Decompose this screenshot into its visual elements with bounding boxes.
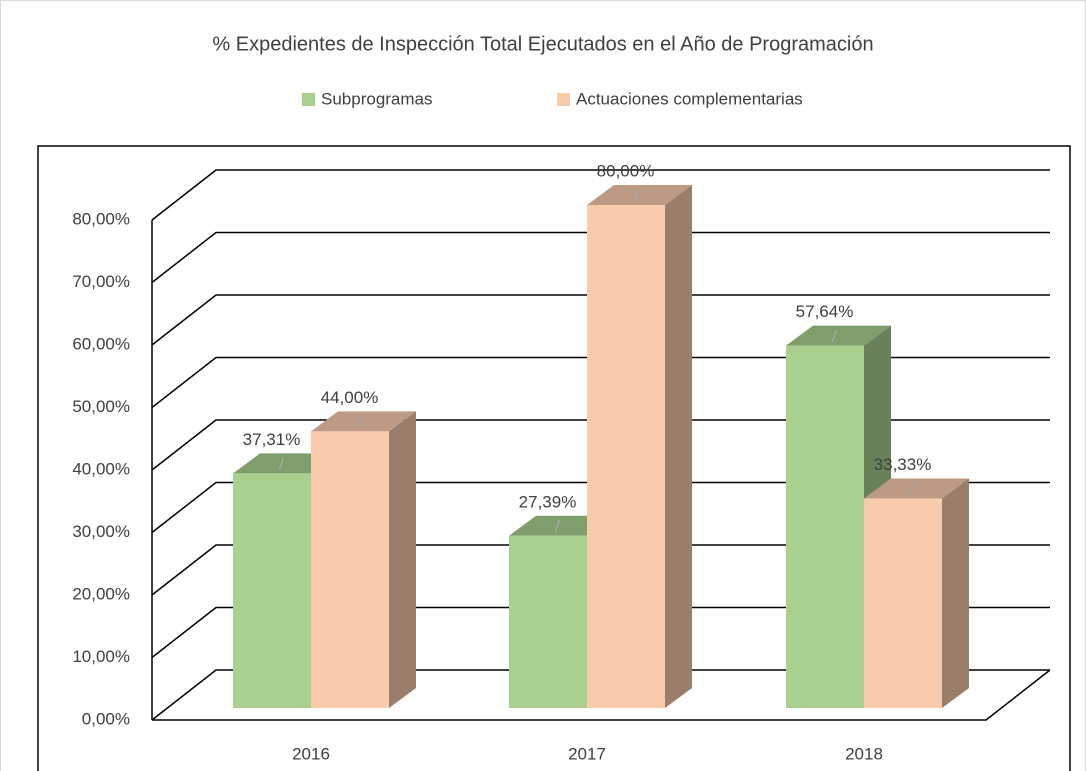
chart-title: % Expedientes de Inspección Total Ejecut… xyxy=(212,33,873,55)
grid-line xyxy=(151,481,1050,534)
label-leader xyxy=(909,482,916,495)
x-tick-label: 2016 xyxy=(292,744,330,763)
bar xyxy=(233,473,311,708)
bar-side xyxy=(942,478,969,708)
bar xyxy=(509,535,587,708)
x-tick-label: 2017 xyxy=(568,744,606,763)
data-label: 80,00% xyxy=(597,161,655,180)
y-tick-label: 20,00% xyxy=(72,584,130,603)
label-leader xyxy=(554,519,561,533)
label-leader xyxy=(278,457,285,470)
plot-frame xyxy=(37,145,1071,771)
floor xyxy=(152,669,1051,721)
grid-line xyxy=(151,606,1050,659)
label-leader xyxy=(356,415,363,428)
y-tick-label: 30,00% xyxy=(72,522,130,541)
legend-label: Subprogramas xyxy=(321,89,433,108)
x-tick-label: 2018 xyxy=(845,744,883,763)
bar-top xyxy=(864,478,969,499)
data-label: 33,33% xyxy=(874,455,932,474)
bar xyxy=(786,345,864,708)
data-label: 27,39% xyxy=(519,492,577,511)
data-label: 57,64% xyxy=(796,302,854,321)
bar xyxy=(587,205,665,708)
bar xyxy=(311,431,389,708)
grid-line xyxy=(151,169,1050,221)
data-label: 37,31% xyxy=(243,430,301,449)
grid-line xyxy=(151,669,1050,721)
legend-swatch xyxy=(557,93,570,106)
y-tick-label: 60,00% xyxy=(72,334,130,353)
y-tick-label: 50,00% xyxy=(72,397,130,416)
bar-side xyxy=(665,185,692,708)
grid-line xyxy=(151,544,1050,596)
grid-line xyxy=(151,231,1050,284)
bar-top xyxy=(786,325,891,346)
grid-line xyxy=(151,356,1050,409)
bar-side xyxy=(389,411,416,708)
y-tick-label: 40,00% xyxy=(72,459,130,478)
label-leader xyxy=(831,329,838,342)
bar-top xyxy=(587,185,692,205)
legend-label: Actuaciones complementarias xyxy=(576,89,803,108)
bar xyxy=(864,498,942,708)
label-leader xyxy=(632,188,639,202)
grid-line xyxy=(151,294,1050,346)
bar-top xyxy=(311,411,416,432)
y-tick-label: 10,00% xyxy=(72,647,130,666)
y-tick-label: 80,00% xyxy=(72,209,130,228)
grid-line xyxy=(151,419,1050,471)
y-tick-label: 70,00% xyxy=(72,272,130,291)
legend-swatch xyxy=(302,93,315,106)
data-label: 44,00% xyxy=(321,388,379,407)
y-tick-label: 0,00% xyxy=(82,709,130,728)
